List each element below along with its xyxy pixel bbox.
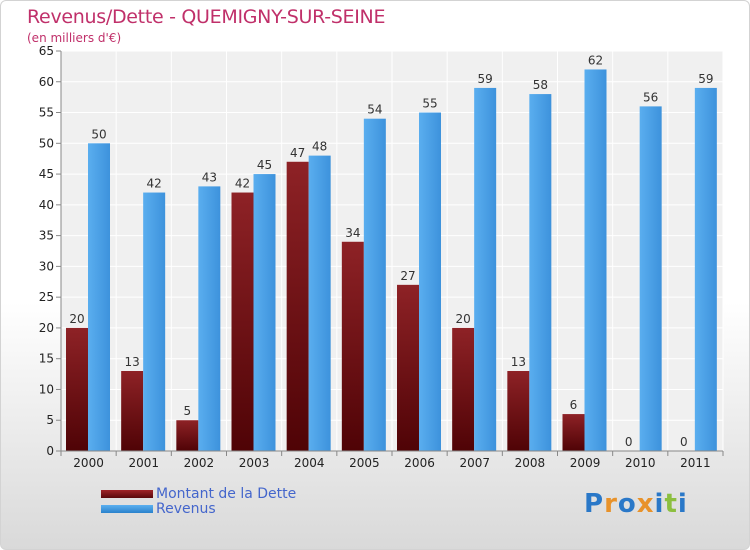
y-tick-label: 25 [39, 290, 54, 304]
gridlines [60, 50, 724, 452]
logo-letter: i [654, 489, 665, 519]
bar-revenue-2000 [88, 143, 110, 452]
bar-debt-2009 [562, 414, 585, 451]
x-tick-label: 2008 [515, 456, 546, 470]
proxiti-logo: Proxiti [584, 489, 688, 519]
bar-debt-2001 [121, 371, 144, 451]
x-tick-label: 2007 [459, 456, 490, 470]
data-label-debt-2011: 0 [680, 435, 688, 449]
legend-label-revenue: Revenus [156, 501, 216, 517]
data-label-revenue-2005: 54 [367, 103, 382, 117]
bar-revenue-2006 [419, 112, 441, 452]
data-label-debt-2009: 6 [570, 398, 578, 412]
y-tick-label: 45 [39, 167, 54, 181]
x-tick-label: 2006 [404, 456, 435, 470]
x-tick-label: 2009 [570, 456, 601, 470]
y-tick-label: 65 [39, 44, 54, 58]
data-label-revenue-2007: 59 [478, 72, 493, 86]
bar-revenue-2007 [474, 87, 497, 451]
logo-letter: r [604, 489, 618, 519]
y-tick-label: 20 [39, 321, 54, 335]
bar-debt-2003 [231, 192, 254, 452]
bar-revenue-2001 [143, 192, 166, 452]
x-tick-label: 2004 [294, 456, 325, 470]
bar-revenue-2008 [529, 94, 552, 452]
bar-debt-2007 [452, 327, 475, 451]
legend-label-debt: Montant de la Dette [156, 486, 297, 502]
y-tick-label: 55 [39, 106, 54, 120]
data-label-revenue-2008: 58 [533, 78, 548, 92]
bar-revenue-2002 [198, 186, 221, 451]
bar-revenue-2005 [363, 118, 386, 451]
x-tick-label: 2003 [239, 456, 270, 470]
data-label-debt-2005: 34 [345, 226, 360, 240]
legend-swatch-revenue [101, 505, 153, 513]
data-label-debt-2003: 42 [235, 177, 250, 191]
bar-revenue-2011 [694, 87, 717, 451]
logo-letter: t [664, 489, 678, 519]
x-tick-label: 2005 [349, 456, 380, 470]
logo-letter: P [584, 489, 605, 519]
legend-swatch-debt [101, 490, 153, 498]
data-label-revenue-2000: 50 [91, 127, 106, 141]
bar-debt-2004 [286, 161, 309, 451]
data-label-revenue-2010: 56 [643, 90, 658, 104]
x-tick-label: 2001 [128, 456, 159, 470]
data-label-revenue-2006: 55 [422, 97, 437, 111]
y-tick-label: 10 [39, 382, 54, 396]
y-tick-label: 50 [39, 136, 54, 150]
bar-debt-2002 [176, 420, 199, 451]
data-label-revenue-2009: 62 [588, 53, 603, 67]
data-label-debt-2004: 47 [290, 146, 305, 160]
x-tick-label: 2000 [73, 456, 104, 470]
data-label-revenue-2002: 43 [202, 170, 217, 184]
x-tick-label: 2011 [680, 456, 711, 470]
data-label-debt-2002: 5 [184, 404, 192, 418]
bar-revenue-2003 [253, 174, 276, 452]
logo-letter: o [617, 489, 637, 519]
data-label-debt-2008: 13 [511, 355, 526, 369]
bar-revenue-2010 [639, 106, 662, 451]
data-label-debt-2006: 27 [400, 269, 415, 283]
y-tick-label: 40 [39, 198, 54, 212]
data-label-revenue-2011: 59 [698, 72, 713, 86]
bar-debt-2000 [66, 327, 88, 451]
y-tick-label: 30 [39, 259, 54, 273]
data-label-debt-2007: 20 [456, 312, 471, 326]
data-labels: 20 13 5 42 47 34 27 20 13 6 0 0 50 42 43 45 48 54 55 59 58 62… [69, 53, 713, 449]
bars [66, 69, 717, 452]
bar-revenue-2009 [584, 69, 607, 451]
x-tick-label: 2002 [184, 456, 215, 470]
logo-letter: i [677, 489, 688, 519]
bar-debt-2008 [507, 371, 530, 451]
data-label-debt-2001: 13 [125, 355, 140, 369]
data-label-revenue-2003: 45 [257, 158, 272, 172]
x-tick-label: 2010 [625, 456, 656, 470]
data-label-debt-2000: 20 [69, 312, 84, 326]
y-tick-label: 5 [46, 413, 54, 427]
logo-letter: x [636, 489, 655, 519]
y-tick-label: 35 [39, 229, 54, 243]
bar-revenue-2004 [308, 155, 331, 451]
data-label-revenue-2004: 48 [312, 140, 327, 154]
y-tick-label: 0 [46, 444, 54, 458]
data-label-revenue-2001: 42 [147, 177, 162, 191]
bar-debt-2006 [397, 284, 419, 451]
bar-debt-2005 [341, 241, 364, 451]
chart-title: Revenus/Dette - QUEMIGNY-SUR-SEINE [27, 6, 386, 28]
chart-subtitle: (en milliers d'€) [27, 31, 122, 45]
y-tick-label: 15 [39, 352, 54, 366]
data-label-debt-2010: 0 [625, 435, 633, 449]
y-tick-label: 60 [39, 75, 54, 89]
